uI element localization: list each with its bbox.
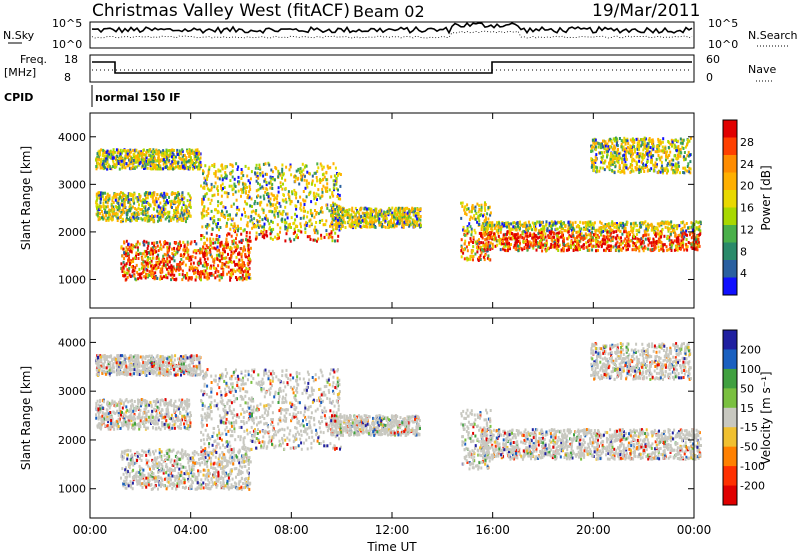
time-axis-label: Time UT [366,540,417,554]
cpid-label: CPID [4,91,33,104]
colorbar-swatch [723,225,737,243]
noise-search-line [91,30,693,39]
colorbar-tick-label: -50 [740,441,758,454]
colorbar-swatch [723,427,737,448]
time-tick-label: 08:00 [274,523,309,537]
range-tick-label: 2000 [58,226,86,239]
colorbar-swatch [723,260,737,278]
noise-panel: N.Sky 10^5 10^0 10^5 10^0 N.Search [3,17,798,51]
station-title: Christmas Valley West (fitACF) [92,1,350,21]
power-colorbar: 28 24 20 16 12 8 4 [722,119,754,296]
nave-label: Nave [748,63,776,76]
colorbar-tick-label: 50 [740,382,754,395]
beam-label: Beam 02 [353,2,425,21]
colorbar-tick-label: 8 [740,245,747,258]
colorbar-tick-label: 20 [740,180,754,193]
noise-left-tick-top: 10^5 [52,17,82,30]
colorbar-tick-label: 4 [740,267,747,280]
range-tick-label: 3000 [58,178,86,191]
time-axis: 00:00 04:00 08:00 12:00 16:00 20:00 00:00 [73,113,712,537]
freq-left-tick-top: 18 [64,53,78,66]
velocity-panel: 1000 2000 3000 4000 Slant Range [km] 200 100… [19,317,773,519]
freq-right-tick-bottom: 0 [706,71,713,84]
colorbar-swatch [723,207,737,226]
time-tick-label: 04:00 [173,523,208,537]
date-label: 19/Mar/2011 [592,1,700,21]
colorbar-swatch [723,407,737,428]
power-panel: 1000 2000 3000 4000 Slant Range [km] 28 24 20… [19,112,773,309]
freq-right-tick-top: 60 [706,53,720,66]
colorbar-tick-label: -200 [740,480,765,493]
velocity-ylabel: Slant Range [km] [19,366,33,470]
colorbar-swatch [723,172,737,191]
power-ylabel: Slant Range [km] [19,146,33,250]
colorbar-swatch [723,155,737,173]
colorbar-tick-label: 24 [740,158,754,171]
noise-right-tick-bottom: 10^0 [708,38,738,51]
colorbar-swatch [723,388,737,409]
power-colorbar-label: Power [dB] [759,165,773,230]
power-data [95,136,702,282]
velocity-data [95,342,702,491]
time-tick-label: 12:00 [375,523,410,537]
time-tick-label: 20:00 [576,523,611,537]
range-tick-label: 4000 [58,131,86,144]
range-tick-label: 1000 [58,273,86,286]
colorbar-tick-label: -100 [740,460,765,473]
noise-sky-label: N.Sky [3,29,35,42]
colorbar-swatch [723,466,737,487]
colorbar-tick-label: 12 [740,223,754,236]
time-tick-label: 00:00 [73,523,108,537]
colorbar-swatch [723,190,737,208]
noise-left-tick-bottom: 10^0 [52,38,82,51]
colorbar-swatch [723,120,737,138]
colorbar-tick-label: 28 [740,136,754,149]
colorbar-swatch [723,242,737,261]
colorbar-tick-label: 15 [740,402,754,415]
colorbar-tick-label: -15 [740,421,758,434]
colorbar-tick-label: 16 [740,202,754,215]
colorbar-swatch [723,277,737,296]
range-tick-label: 1000 [58,483,86,496]
time-tick-label: 16:00 [475,523,510,537]
colorbar-swatch [723,446,737,467]
freq-unit-label: [MHz] [4,66,36,79]
noise-right-tick-top: 10^5 [708,17,738,30]
colorbar-swatch [723,330,737,350]
cpid-text: normal 150 IF [95,91,181,104]
range-tick-label: 2000 [58,434,86,447]
noise-sky-line [91,22,693,35]
freq-label: Freq. [20,53,47,66]
colorbar-swatch [723,137,737,156]
colorbar-swatch [723,368,737,389]
frequency-line [92,61,692,74]
range-tick-label: 3000 [58,385,86,398]
noise-search-label: N.Search [748,29,798,42]
colorbar-tick-label: 100 [740,363,761,376]
colorbar-tick-label: 200 [740,343,761,356]
time-tick-label: 00:00 [677,523,712,537]
colorbar-swatch [723,349,737,370]
freq-left-tick-bottom: 8 [64,71,71,84]
velocity-colorbar: 200 100 50 15 -15 -50 -100 -200 [722,329,765,506]
frequency-panel: Freq. [MHz] 18 8 60 0 Nave [4,53,776,84]
colorbar-swatch [723,485,737,506]
range-tick-label: 4000 [58,336,86,349]
velocity-colorbar-label: Velocity [m s⁻¹] [759,371,773,464]
